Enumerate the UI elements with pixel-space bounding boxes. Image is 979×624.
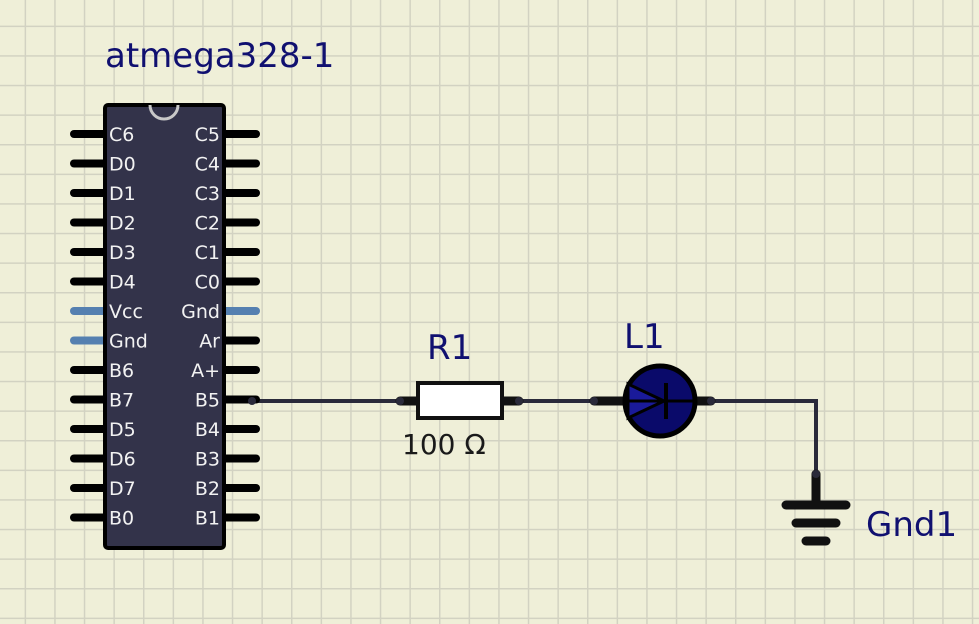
junction-dot [707,397,715,405]
led-name-label: L1 [624,317,665,357]
right-pin-labels: C5 C4 C3 C2 C1 C0 Gnd Ar A+ B5 B4 B3 B2 B1 [181,124,220,530]
junction-dot [812,470,820,478]
resistor-value-label: 100 Ω [402,428,486,461]
left-pin-label: B0 [109,508,134,530]
chip-name-label: atmega328-1 [105,36,334,76]
right-pin-label: C4 [195,154,220,176]
resistor-r1[interactable]: R1 100 Ω [395,328,524,461]
right-pin-label: B5 [195,390,220,412]
ground-name-label: Gnd1 [866,505,957,545]
left-pin-label: Vcc [109,301,143,323]
left-pin-labels: C6 D0 D1 D2 D3 D4 Vcc Gnd B6 B7 D5 D6 D7 B0 [109,124,148,530]
wire-l1-to-gnd[interactable] [711,399,818,474]
left-pin-label: D4 [109,272,136,294]
left-pin-group [70,130,110,522]
right-pin-label: B2 [195,478,220,500]
left-pin-label: D6 [109,449,136,471]
right-pin-label: C3 [195,183,220,205]
led-l1[interactable]: L1 [589,317,716,439]
wires [252,399,818,474]
right-pin-label: B1 [195,508,220,530]
left-pin-label: C6 [109,124,134,146]
left-pin-label: Gnd [109,331,148,353]
right-pin-label: Ar [199,331,220,353]
left-pin-label: B6 [109,360,134,382]
right-pin-label: C5 [195,124,220,146]
left-pin-label: B7 [109,390,134,412]
right-pin-label: C2 [195,213,220,235]
connection-dots [248,397,820,478]
left-pin-label: D3 [109,242,136,264]
right-pin-label: C1 [195,242,220,264]
right-pin-label: A+ [191,360,220,382]
right-pin-label: B3 [195,449,220,471]
right-pin-label: C0 [195,272,220,294]
left-pin-label: D7 [109,478,136,500]
junction-dot [515,397,523,405]
right-pin-label: Gnd [181,301,220,323]
resistor-body[interactable] [416,381,504,420]
left-pin-label: D2 [109,213,136,235]
left-pin-label: D5 [109,419,136,441]
chip-notch [148,104,180,121]
left-pin-label: D0 [109,154,136,176]
ground-gnd1[interactable]: Gnd1 [781,469,957,546]
junction-dot [248,397,256,405]
left-pin-label: D1 [109,183,136,205]
junction-dot [396,397,404,405]
chip-body[interactable] [103,103,226,550]
right-pin-label: B4 [195,419,220,441]
right-pin-group [220,130,260,522]
resistor-name-label: R1 [427,328,472,368]
junction-dot [590,397,598,405]
